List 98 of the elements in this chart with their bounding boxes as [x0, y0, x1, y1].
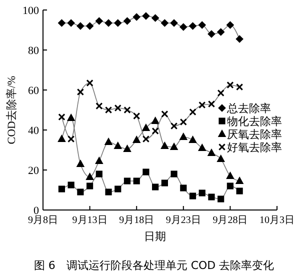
text: 图 6 调试运行阶段各处理单元 COD 去除率变化 [34, 259, 274, 272]
y-tick-label: 100 [22, 5, 40, 17]
legend-label: 好氧去除率 [227, 141, 282, 154]
point [236, 83, 244, 91]
point [180, 118, 187, 126]
point [198, 101, 206, 109]
point [86, 182, 94, 190]
legend-label: 总去除率 [226, 102, 271, 115]
point [161, 180, 168, 186]
point [124, 106, 131, 114]
point [170, 143, 178, 150]
point [124, 178, 131, 184]
point [104, 19, 112, 27]
point [86, 79, 94, 87]
y-tick-label: 20 [28, 165, 40, 177]
point [67, 19, 75, 27]
point [86, 173, 94, 180]
point [208, 30, 216, 38]
point [198, 21, 206, 29]
point [104, 106, 112, 114]
point [58, 186, 66, 192]
point [142, 168, 150, 176]
point [133, 178, 140, 184]
point [123, 145, 132, 152]
point [114, 186, 122, 192]
point [236, 188, 243, 194]
point [189, 192, 196, 200]
point [104, 138, 112, 145]
point [114, 19, 122, 27]
point [96, 102, 103, 110]
point [226, 182, 234, 190]
point [170, 170, 178, 178]
point [160, 19, 168, 27]
point [161, 110, 168, 118]
point [226, 81, 234, 89]
point [189, 22, 196, 30]
point [226, 172, 234, 179]
point [198, 190, 206, 196]
point [68, 135, 75, 143]
point [236, 35, 244, 43]
x-tick-label: 9月8日 [28, 215, 58, 226]
x-axis-title: 日期 [144, 231, 166, 243]
point [152, 184, 159, 190]
point [152, 14, 160, 22]
point [208, 100, 216, 108]
point [189, 108, 196, 116]
point [132, 13, 140, 21]
point [170, 19, 178, 27]
point [180, 184, 187, 192]
point [142, 12, 150, 20]
point [236, 177, 244, 184]
point [77, 188, 84, 196]
point [67, 114, 75, 121]
point [58, 113, 66, 121]
y-tick-label: 80 [28, 45, 40, 57]
point [226, 21, 234, 29]
x-tick-label: 9月23日 [166, 215, 201, 226]
legend-label: 物化去除率 [227, 115, 282, 128]
point [114, 104, 122, 112]
x-tick-label: 9月18日 [119, 215, 154, 226]
point [142, 135, 150, 143]
point [58, 19, 66, 27]
point [86, 22, 94, 30]
point [114, 142, 122, 149]
point [124, 17, 131, 25]
point [96, 170, 102, 178]
x-tick-label: 9月13日 [72, 215, 108, 226]
x-tick-label: 10月3日 [260, 215, 294, 226]
point [217, 155, 225, 162]
point [152, 127, 159, 135]
point [188, 136, 197, 143]
point [180, 23, 188, 31]
point [132, 136, 140, 143]
point [180, 133, 188, 140]
point [152, 117, 160, 124]
y-tick-label: 60 [28, 85, 40, 97]
point [95, 157, 103, 164]
point [76, 160, 84, 167]
point [218, 196, 224, 202]
point [76, 88, 84, 96]
point [105, 188, 112, 196]
point [68, 182, 74, 188]
point [208, 149, 216, 156]
point [208, 194, 215, 200]
x-tick-label: 9月28日 [212, 215, 248, 226]
point [76, 22, 84, 30]
point [217, 89, 224, 97]
point [58, 135, 66, 142]
y-axis-title: COD去除率/% [5, 76, 18, 144]
y-tick-label: 40 [28, 125, 40, 137]
point [198, 144, 206, 151]
point [95, 17, 103, 25]
point [170, 122, 178, 130]
point [217, 28, 225, 36]
point [142, 124, 150, 131]
legend-label: 厌氧去除率 [227, 128, 282, 141]
point [133, 112, 140, 120]
point [160, 142, 168, 149]
